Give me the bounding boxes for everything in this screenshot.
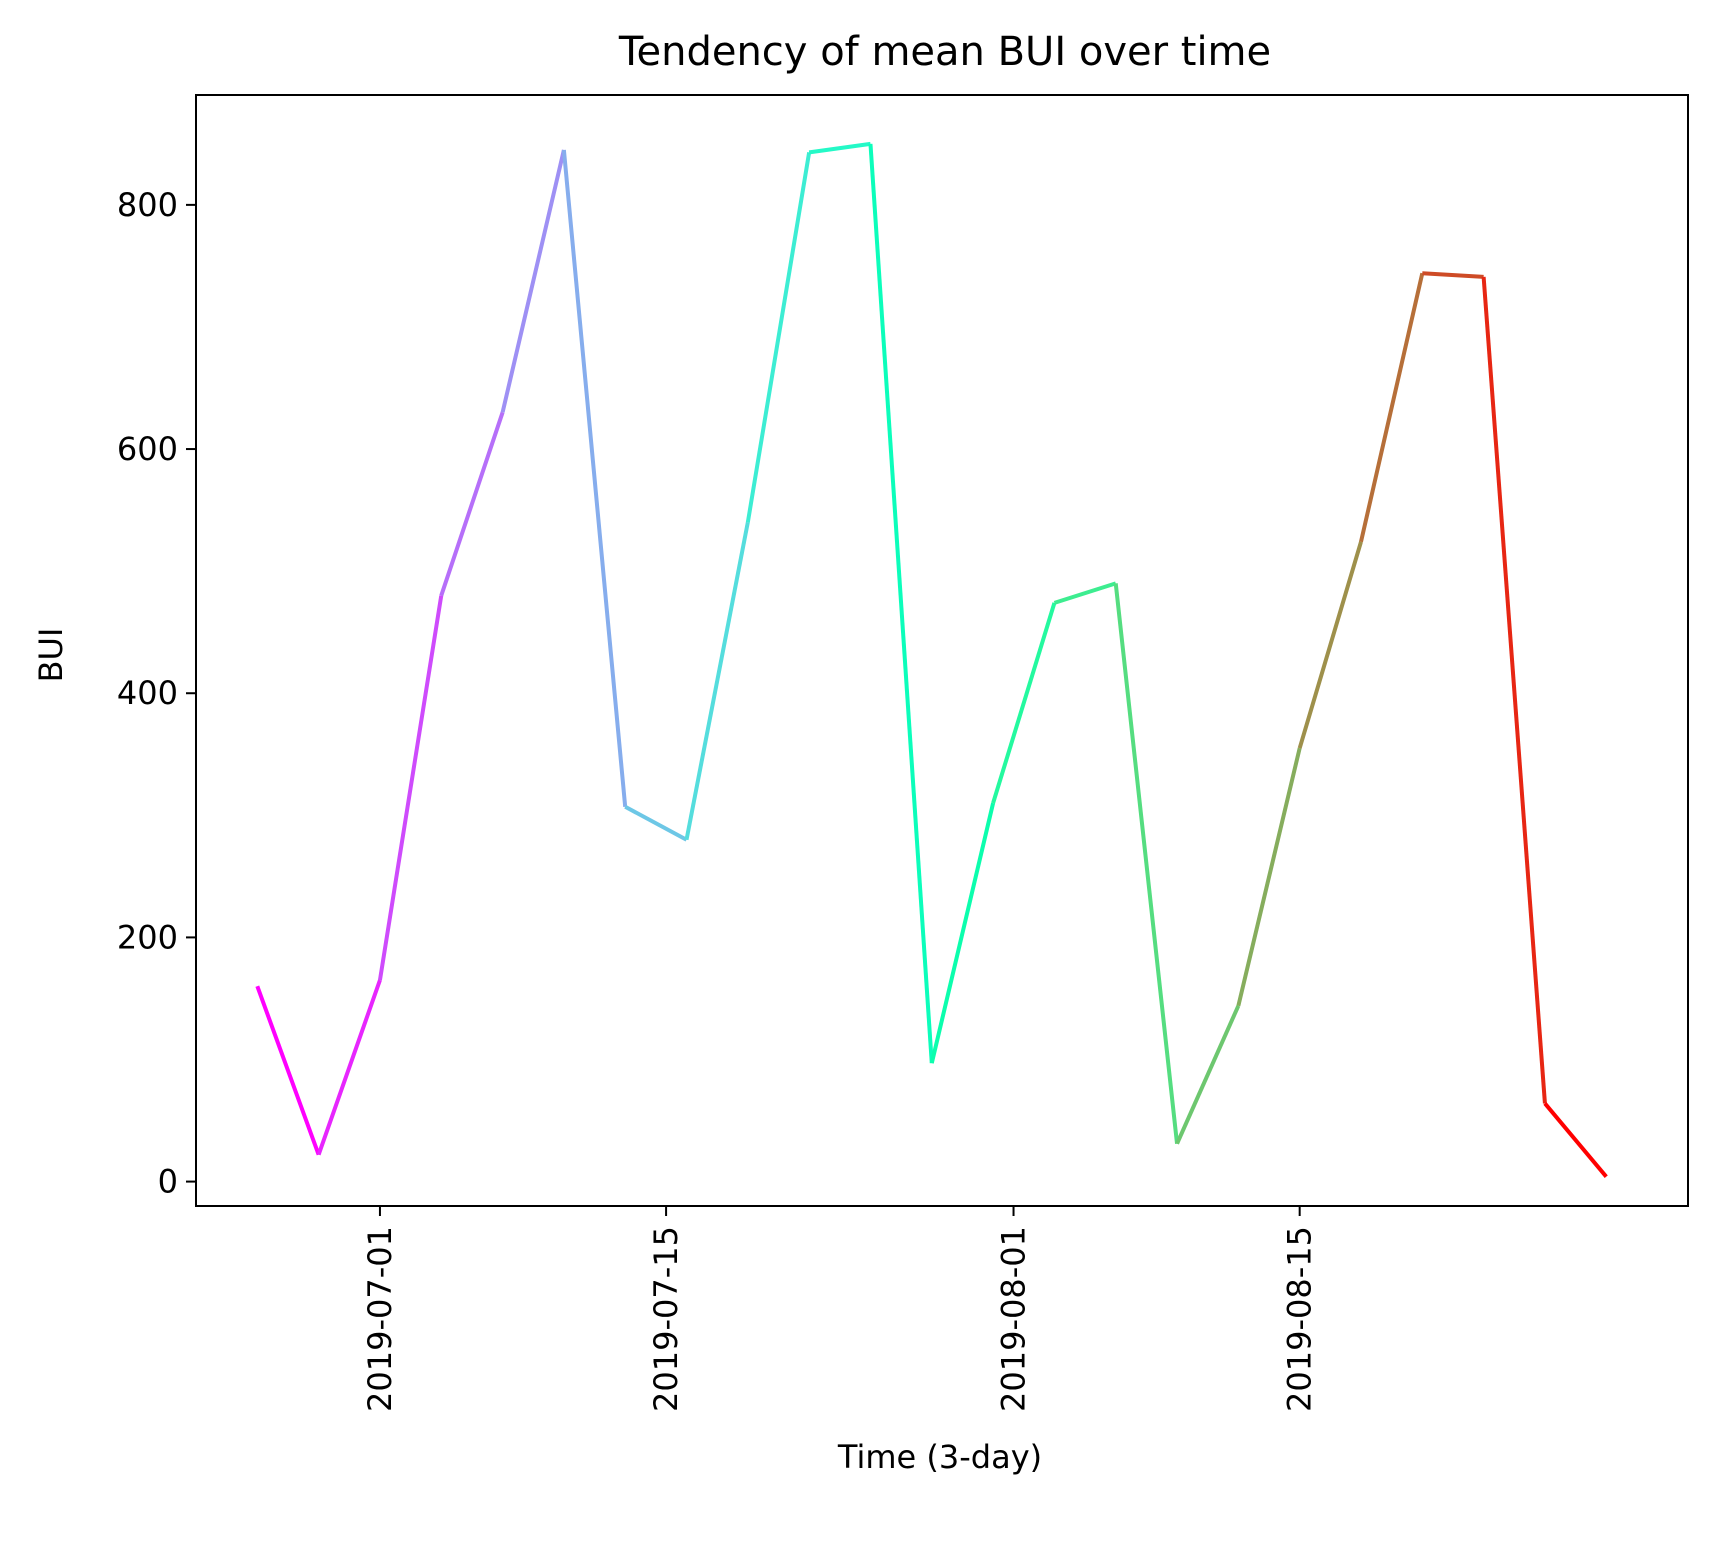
series-line-segment — [1481, 276, 1547, 1104]
x-tick-label: 2019-07-01 — [361, 1226, 399, 1412]
x-axis-ticks: 2019-07-01 2019-07-15 2019-08-01 2019-08-15 — [361, 1206, 1319, 1412]
y-tick-label: 0 — [158, 1163, 178, 1201]
series-line-segment — [1422, 271, 1484, 279]
y-tick-label: 800 — [117, 186, 178, 224]
x-axis-title: Time (3-day) — [837, 1438, 1042, 1476]
chart-title: Tendency of mean BUI over time — [618, 29, 1271, 75]
y-axis-ticks: 0 200 400 600 800 — [117, 186, 196, 1201]
series-line-segment — [377, 595, 444, 981]
series-line-segment — [868, 143, 934, 1064]
x-tick-label: 2019-08-15 — [1281, 1226, 1319, 1412]
series-line-segment — [808, 141, 871, 155]
series-line-segment — [929, 802, 996, 1064]
series-line-segment — [624, 805, 688, 842]
series-line-segment — [991, 602, 1057, 804]
series-line-segment — [1359, 272, 1425, 543]
series-line-segment — [745, 152, 812, 523]
x-tick-label: 2019-07-15 — [647, 1226, 685, 1412]
y-axis-title: BUI — [32, 628, 70, 683]
series-line-segment — [1236, 747, 1302, 1007]
x-tick-label: 2019-08-01 — [995, 1226, 1033, 1412]
series-line-segment — [1113, 583, 1180, 1144]
series-line-segment — [684, 521, 750, 841]
series-layer — [255, 141, 1608, 1178]
series-line-segment — [255, 985, 321, 1156]
series-line-segment — [316, 979, 382, 1156]
y-tick-label: 400 — [117, 674, 178, 712]
series-line-segment — [1543, 1102, 1608, 1178]
series-line-segment — [1297, 541, 1363, 749]
series-line-segment — [1175, 1004, 1241, 1145]
series-line-segment — [1053, 581, 1117, 605]
series-line-segment — [500, 149, 566, 413]
series-line-segment — [439, 411, 505, 597]
y-tick-label: 600 — [117, 430, 178, 468]
series-line-segment — [561, 149, 628, 807]
plot-frame — [195, 94, 1689, 1207]
y-tick-label: 200 — [117, 918, 178, 956]
